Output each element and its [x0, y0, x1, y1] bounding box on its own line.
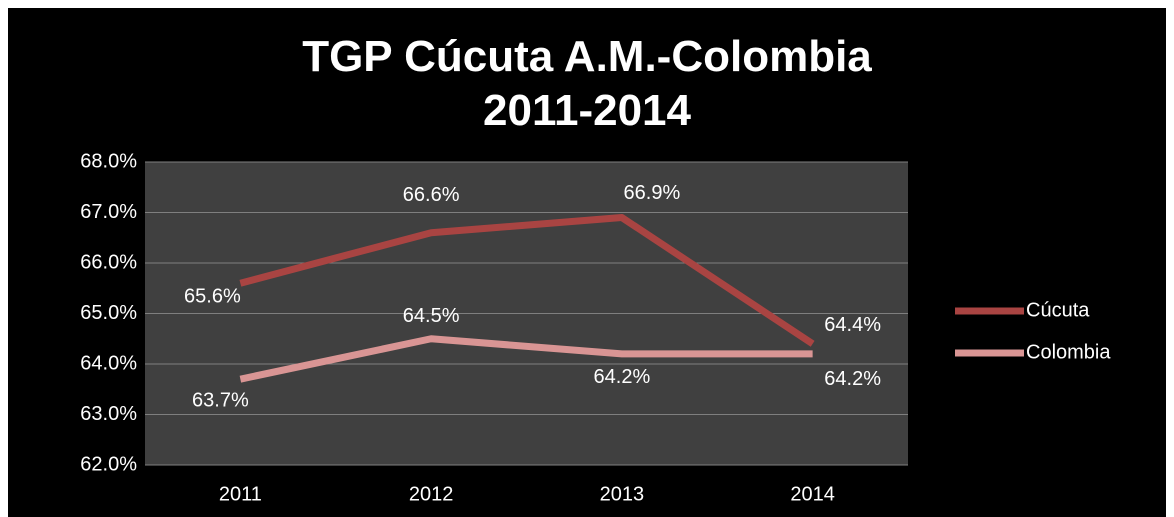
- y-tick-label: 63.0%: [80, 403, 137, 425]
- data-label: 66.6%: [403, 184, 460, 206]
- chart-title: TGP Cúcuta A.M.-Colombia 2011-2014: [302, 32, 872, 135]
- x-tick-label: 2012: [409, 483, 454, 505]
- y-tick-label: 62.0%: [80, 453, 137, 475]
- x-tick-label: 2011: [219, 483, 262, 505]
- data-label: 64.5%: [403, 305, 460, 327]
- data-label: 64.2%: [594, 366, 651, 388]
- x-tick-label: 2014: [790, 483, 835, 505]
- data-label: 63.7%: [192, 389, 249, 411]
- series-line: [239, 214, 815, 347]
- y-tick-label: 65.0%: [80, 302, 137, 324]
- y-tick-label: 66.0%: [80, 251, 137, 273]
- y-tick-label: 67.0%: [80, 201, 137, 223]
- data-label: 64.4%: [824, 314, 881, 336]
- data-label: 65.6%: [184, 285, 241, 307]
- series-line: [239, 335, 813, 383]
- y-tick-label: 64.0%: [80, 352, 137, 374]
- x-tick-label: 2013: [600, 483, 645, 505]
- legend-label: Colombia: [1026, 341, 1111, 363]
- legend-label: Cúcuta: [1026, 299, 1090, 321]
- data-label: 66.9%: [624, 182, 681, 204]
- y-tick-label: 68.0%: [80, 150, 137, 172]
- data-label: 64.2%: [824, 368, 881, 390]
